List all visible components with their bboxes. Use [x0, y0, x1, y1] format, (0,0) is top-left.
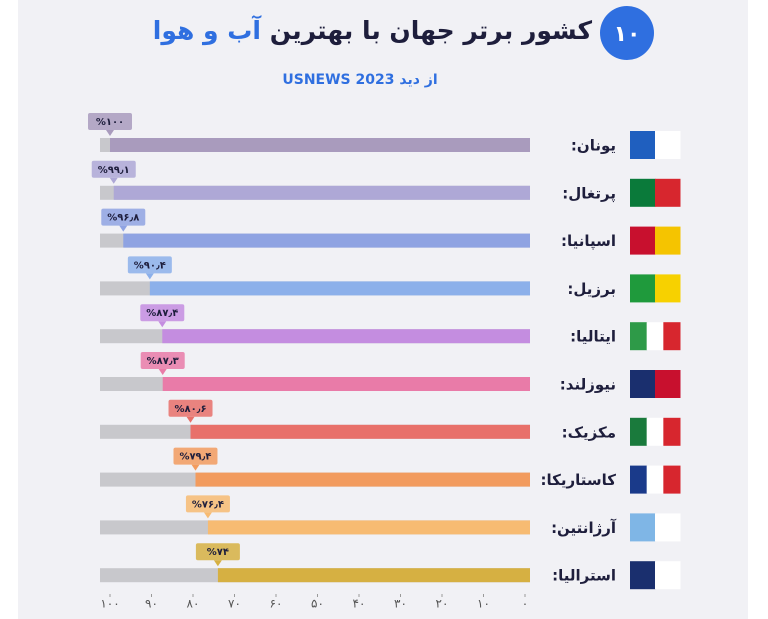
- flag: [630, 274, 656, 303]
- flag: [630, 417, 648, 446]
- x-tick-label: ۱۰۰: [100, 597, 119, 611]
- value-label-box: [168, 399, 213, 417]
- flag: [655, 178, 681, 207]
- flag: [646, 417, 664, 446]
- x-tick-label: ۷۰: [228, 597, 241, 611]
- x-tick-label: ۵۰: [311, 597, 324, 611]
- value-label-pointer: [213, 560, 222, 567]
- value-label-pointer: [106, 130, 114, 136]
- flag: [655, 226, 681, 255]
- value-label: %۸۰٫۶: [174, 404, 206, 415]
- flag: [646, 465, 664, 494]
- flag: [630, 178, 656, 207]
- category-label: برزیل:: [567, 280, 616, 298]
- flag: [646, 322, 664, 351]
- value-label: %۸۷٫۳: [147, 356, 179, 367]
- x-tick-label: ۱۰: [477, 597, 490, 611]
- value-label-pointer: [186, 416, 195, 423]
- value-label-pointer: [203, 512, 212, 519]
- flag: [630, 226, 656, 255]
- category-label: یونان:: [571, 137, 616, 155]
- bar: [162, 377, 530, 391]
- value-label-pointer: [119, 225, 128, 232]
- title-main: کشور برتر جهان با بهترین: [270, 16, 593, 46]
- flag: [655, 561, 681, 590]
- x-tick-label: ۸۰: [187, 597, 200, 611]
- value-label: %۷۶٫۴: [192, 499, 224, 510]
- number-badge: [600, 6, 654, 60]
- value-label-box: [140, 352, 185, 369]
- value-label-box: [185, 495, 230, 513]
- flag: [663, 465, 681, 494]
- x-tick-label: ۴۰: [353, 597, 366, 611]
- flag: [655, 370, 681, 398]
- x-tick-label: ۰: [522, 597, 528, 611]
- flag: [663, 417, 681, 446]
- flag: [655, 513, 681, 542]
- bar: [113, 185, 531, 200]
- flag: [630, 131, 656, 159]
- chart-subtitle: از دید USNEWS 2023: [282, 72, 437, 88]
- x-tick-label: ۲۰: [436, 597, 449, 611]
- bar: [207, 520, 530, 535]
- category-label: کاستاریکا:: [541, 471, 617, 489]
- bar: [149, 281, 530, 296]
- category-label: ایتالیا:: [570, 328, 616, 346]
- flag: [630, 465, 648, 494]
- category-label: آرژانتین:: [551, 519, 617, 537]
- title-highlight: آب و هوا: [153, 15, 263, 46]
- value-label: %۹۶٫۸: [107, 213, 139, 224]
- bar: [190, 424, 530, 439]
- bar: [195, 472, 531, 487]
- category-label: استرالیا:: [552, 567, 616, 585]
- category-label: مکزیک:: [562, 423, 616, 441]
- bar: [123, 233, 530, 248]
- flag: [663, 322, 681, 351]
- chart-title: کشور برتر جهان با بهترین آب و هوا: [153, 15, 593, 46]
- category-label: اسپانیا:: [561, 232, 616, 251]
- value-label: %۹۰٫۴: [134, 260, 166, 271]
- value-label: %۷۹٫۴: [179, 452, 211, 463]
- card: [18, 0, 748, 619]
- value-label: %۷۴: [207, 547, 229, 558]
- value-label-box: [101, 208, 146, 226]
- category-label: پرتغال:: [562, 184, 616, 203]
- value-label-box: [173, 447, 218, 465]
- value-label: %۱۰۰: [96, 117, 124, 128]
- value-label: %۸۷٫۴: [146, 308, 178, 319]
- value-label-pointer: [191, 464, 200, 471]
- flag: [655, 131, 681, 159]
- value-label-pointer: [158, 321, 167, 328]
- x-tick-label: ۹۰: [145, 597, 158, 611]
- value-label-box: [88, 113, 132, 130]
- value-label-box: [127, 256, 172, 274]
- x-tick-label: ۶۰: [270, 597, 283, 611]
- value-label: %۹۹٫۱: [98, 165, 130, 176]
- value-label-pointer: [158, 369, 167, 375]
- flag: [630, 561, 656, 590]
- title-number: ۱۰: [614, 22, 641, 47]
- value-label-pointer: [145, 273, 154, 280]
- bar: [217, 568, 530, 583]
- value-label-pointer: [109, 177, 118, 184]
- bar: [110, 138, 530, 152]
- value-label-box: [195, 543, 240, 561]
- flag: [630, 322, 648, 351]
- bar: [162, 329, 531, 344]
- category-label: نیوزلند:: [560, 376, 616, 394]
- value-label-box: [91, 160, 136, 178]
- value-label-box: [140, 304, 185, 322]
- x-tick-label: ۳۰: [394, 597, 407, 611]
- flag: [655, 274, 681, 303]
- flag: [630, 513, 656, 542]
- flag: [630, 370, 656, 398]
